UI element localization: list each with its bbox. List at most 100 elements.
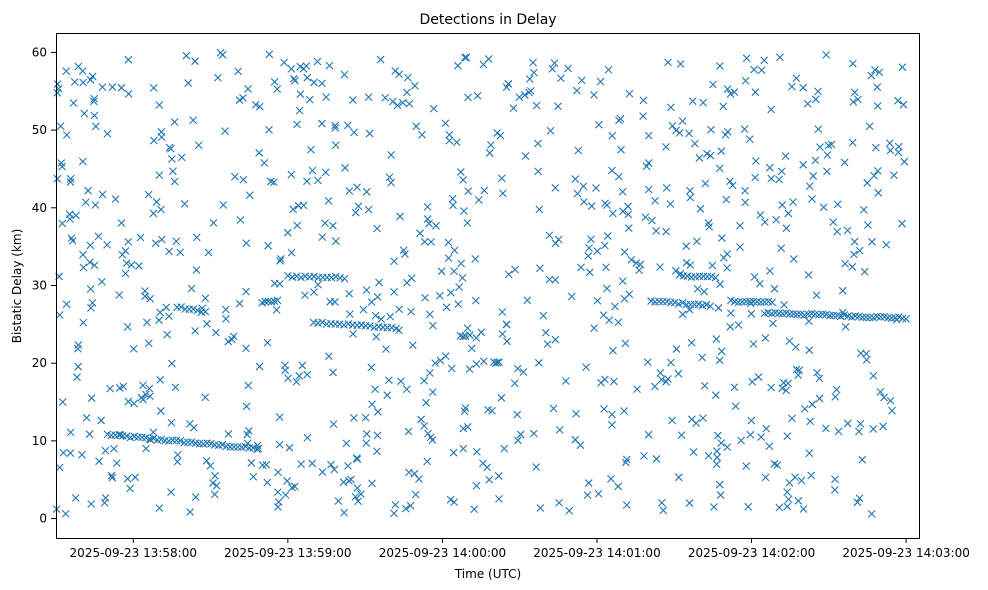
data-point bbox=[55, 463, 64, 472]
data-point bbox=[717, 347, 726, 356]
data-point bbox=[173, 457, 182, 466]
data-point bbox=[736, 243, 744, 251]
data-point bbox=[72, 211, 80, 220]
data-point bbox=[483, 463, 492, 472]
data-point bbox=[843, 226, 852, 235]
data-point bbox=[242, 239, 251, 248]
data-point bbox=[850, 88, 859, 97]
data-point bbox=[536, 504, 545, 512]
data-point bbox=[362, 430, 371, 438]
data-point bbox=[441, 119, 450, 128]
data-point bbox=[830, 486, 839, 494]
data-point bbox=[565, 506, 574, 515]
data-point bbox=[53, 80, 62, 89]
data-point bbox=[399, 246, 408, 255]
data-point bbox=[614, 482, 623, 491]
data-point bbox=[411, 490, 420, 499]
data-point bbox=[157, 205, 165, 214]
data-point bbox=[829, 311, 838, 320]
data-point bbox=[686, 261, 695, 270]
data-point bbox=[762, 424, 771, 433]
data-point bbox=[513, 364, 522, 373]
data-point bbox=[444, 238, 453, 247]
data-point bbox=[603, 232, 612, 240]
data-point bbox=[869, 425, 878, 433]
data-point bbox=[103, 129, 112, 138]
data-point bbox=[819, 203, 828, 212]
data-point bbox=[173, 450, 182, 459]
data-point bbox=[432, 221, 440, 230]
data-point bbox=[797, 476, 806, 485]
data-point bbox=[712, 460, 721, 469]
data-point bbox=[726, 322, 735, 331]
x-axis-ticks: 2025-09-23 13:58:00 2025-09-23 13:59:00 20… bbox=[70, 538, 970, 560]
data-point bbox=[716, 280, 724, 289]
data-point bbox=[555, 426, 564, 434]
data-point bbox=[608, 131, 617, 140]
data-point bbox=[242, 344, 250, 353]
data-point bbox=[474, 196, 483, 204]
data-point bbox=[532, 101, 541, 110]
data-point bbox=[652, 226, 661, 235]
data-point bbox=[274, 468, 282, 477]
data-point bbox=[659, 297, 667, 306]
data-point bbox=[648, 216, 656, 225]
data-point bbox=[269, 178, 278, 187]
data-point bbox=[176, 436, 185, 445]
x-axis-label: Time (UTC) bbox=[454, 567, 521, 581]
data-point bbox=[834, 427, 843, 436]
data-point bbox=[470, 505, 479, 514]
data-point bbox=[590, 91, 598, 99]
data-point bbox=[262, 460, 271, 469]
data-point bbox=[402, 385, 411, 394]
data-point bbox=[750, 272, 759, 281]
data-point bbox=[741, 198, 750, 207]
data-point bbox=[710, 503, 718, 511]
data-point bbox=[770, 459, 779, 468]
data-point bbox=[599, 311, 608, 320]
data-point bbox=[706, 151, 715, 160]
data-point bbox=[493, 358, 502, 367]
data-point bbox=[500, 444, 509, 453]
data-point bbox=[265, 50, 274, 59]
data-point bbox=[428, 321, 437, 330]
data-point bbox=[458, 274, 467, 282]
data-point bbox=[577, 263, 585, 272]
data-point bbox=[745, 135, 754, 143]
data-point bbox=[214, 73, 222, 82]
data-point bbox=[742, 54, 751, 63]
data-point bbox=[362, 439, 371, 448]
data-point bbox=[193, 306, 202, 315]
data-point bbox=[539, 311, 548, 320]
data-point bbox=[894, 142, 903, 151]
data-point bbox=[78, 157, 87, 166]
data-point bbox=[804, 270, 813, 279]
data-point bbox=[788, 414, 796, 423]
data-point bbox=[187, 284, 196, 293]
data-point bbox=[341, 163, 349, 172]
data-point bbox=[108, 83, 117, 91]
data-point bbox=[230, 172, 239, 181]
y-tick-label: 20 bbox=[32, 356, 47, 370]
data-point bbox=[243, 439, 252, 448]
data-point bbox=[608, 166, 616, 175]
data-point bbox=[100, 498, 109, 507]
data-point bbox=[189, 116, 198, 125]
data-point bbox=[293, 120, 301, 129]
data-point bbox=[546, 126, 555, 135]
data-point bbox=[783, 488, 792, 496]
data-point bbox=[849, 97, 858, 106]
data-point bbox=[110, 444, 118, 453]
data-point bbox=[777, 167, 786, 176]
data-point bbox=[351, 492, 360, 501]
data-point bbox=[791, 343, 800, 352]
data-point bbox=[782, 386, 791, 395]
data-point bbox=[604, 65, 613, 74]
data-point bbox=[264, 241, 273, 250]
data-point bbox=[593, 296, 602, 305]
data-point bbox=[397, 377, 405, 386]
data-point bbox=[853, 498, 862, 507]
data-point bbox=[717, 439, 726, 447]
data-point bbox=[98, 83, 107, 92]
data-point bbox=[730, 383, 739, 392]
